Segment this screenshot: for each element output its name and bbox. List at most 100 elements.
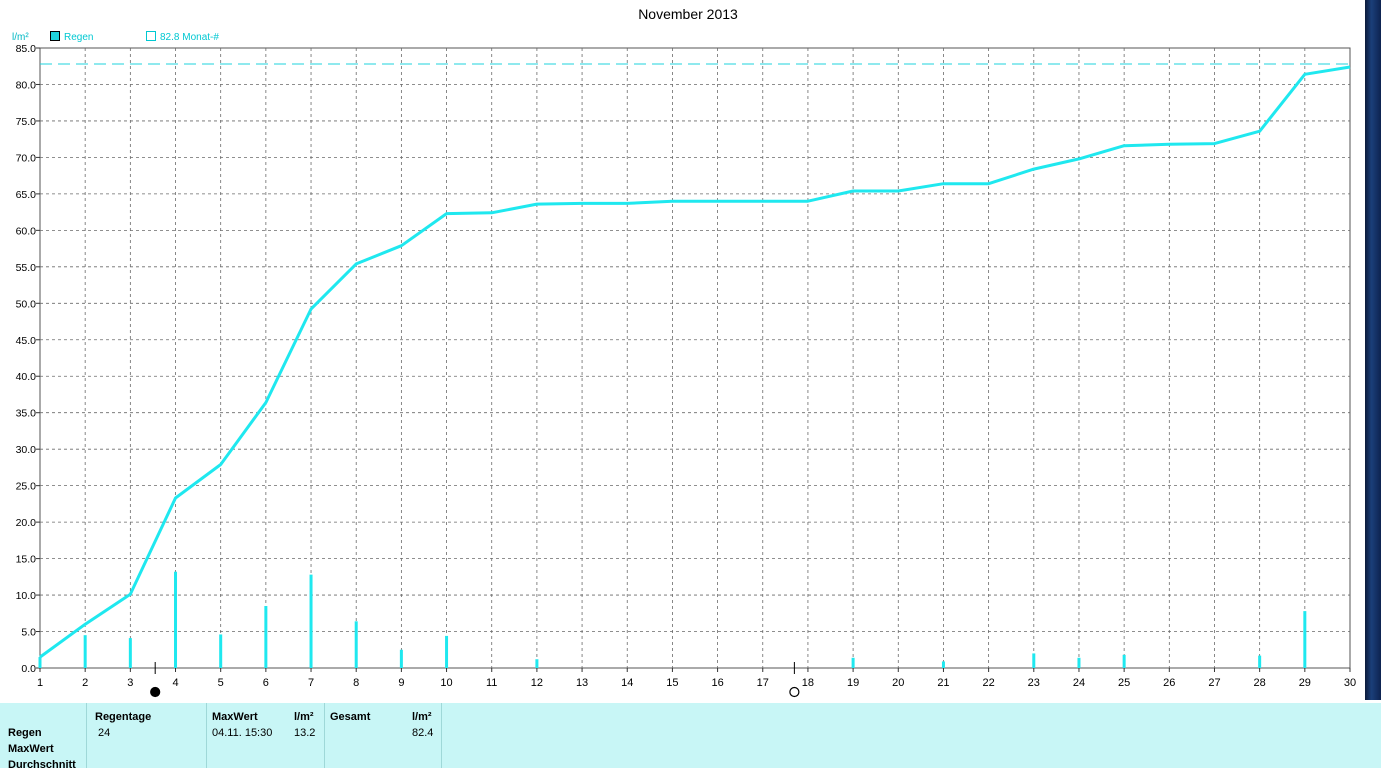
cumulative-line-layer xyxy=(39,65,1351,659)
daily-rain-bar xyxy=(128,638,132,668)
y-tick-label: 80.0 xyxy=(16,79,37,91)
x-tick-label: 16 xyxy=(711,677,723,689)
x-tick-label: 4 xyxy=(172,677,178,689)
y-tick-label: 10.0 xyxy=(16,590,37,602)
x-tick-label: 26 xyxy=(1163,677,1175,689)
daily-rain-bar xyxy=(399,649,403,668)
y-tick-label: 35.0 xyxy=(16,408,37,420)
full-moon-icon xyxy=(789,686,800,698)
stats-col-regentage: Regentage 24 xyxy=(86,703,207,768)
maxwert-header: MaxWert xyxy=(212,711,258,723)
x-tick-label: 19 xyxy=(847,677,859,689)
daily-rain-bar xyxy=(1077,657,1081,668)
x-tick-label: 12 xyxy=(531,677,543,689)
daily-rain-bar xyxy=(309,574,313,668)
stats-row-label-durchschnitt: Durchschnitt xyxy=(8,759,76,771)
daily-rain-bar xyxy=(1258,655,1262,668)
y-tick-label: 60.0 xyxy=(16,225,37,237)
x-tick-label: 10 xyxy=(440,677,452,689)
x-tick-label: 11 xyxy=(486,677,497,689)
daily-rain-bar xyxy=(174,571,178,668)
rainfall-chart: l/m² 0.0 5.0 10.0 15.0 20.0 25.0 30.0 35.0 40.0 4… xyxy=(12,32,1357,698)
x-tick-label: 6 xyxy=(263,677,269,689)
x-tick-label: 15 xyxy=(666,677,678,689)
x-tick-label: 14 xyxy=(621,677,633,689)
y-tick-label: 30.0 xyxy=(16,444,37,456)
gesamt-header: Gesamt xyxy=(330,711,371,723)
daily-rain-bar xyxy=(1303,611,1307,668)
regentage-header: Regentage xyxy=(95,711,152,723)
window-edge xyxy=(1365,0,1381,700)
x-tick-label: 30 xyxy=(1344,677,1356,689)
x-tick-label: 28 xyxy=(1254,677,1266,689)
legend-item-regen: Regen xyxy=(50,31,93,43)
maxwert-value: 13.2 xyxy=(294,727,316,739)
x-tick-label: 1 xyxy=(37,677,43,689)
daily-bars-layer xyxy=(38,571,1307,668)
regentage-value: 24 xyxy=(98,727,111,739)
y-tick-label: 55.0 xyxy=(16,262,37,274)
maxwert-unit: l/m² xyxy=(294,711,314,723)
y-tick-label: 40.0 xyxy=(16,371,37,383)
daily-rain-bar xyxy=(851,657,855,668)
stats-col-gesamt: Gesamt l/m² 82.4 xyxy=(325,703,442,768)
y-tick-label: 45.0 xyxy=(16,335,37,347)
chart-title: November 2013 xyxy=(638,6,738,22)
daily-rain-bar xyxy=(354,621,358,668)
y-tick-label: 5.0 xyxy=(21,627,36,639)
stats-panel: Regen MaxWert Durchschnitt Regentage 24 … xyxy=(0,703,1381,771)
y-tick-label: 50.0 xyxy=(16,298,37,310)
y-tick-label: 65.0 xyxy=(16,189,37,201)
grid-layer xyxy=(36,47,1351,672)
daily-rain-bar xyxy=(535,659,539,668)
daily-rain-bar xyxy=(83,635,87,668)
x-tick-label: 3 xyxy=(127,677,133,689)
x-tick-label: 18 xyxy=(802,677,814,689)
gesamt-value: 82.4 xyxy=(412,727,434,739)
daily-rain-bar xyxy=(1122,654,1126,668)
legend-swatch-regen xyxy=(50,31,60,41)
legend-label-monthly-average: 82.8 Monat-# xyxy=(160,32,219,43)
y-tick-label: 0.0 xyxy=(21,663,36,675)
stats-row-label-maxwert: MaxWert xyxy=(8,743,54,755)
new-moon-icon xyxy=(150,686,161,698)
x-tick-label: 7 xyxy=(308,677,314,689)
y-tick-label: 85.0 xyxy=(16,43,37,55)
stats-row-label-regen: Regen xyxy=(8,727,42,739)
x-tick-label: 9 xyxy=(398,677,404,689)
x-tick-label: 25 xyxy=(1118,677,1130,689)
legend-label-regen: Regen xyxy=(64,32,94,43)
x-tick-label: 27 xyxy=(1208,677,1220,689)
daily-rain-bar xyxy=(1032,653,1036,668)
x-tick-label: 20 xyxy=(892,677,904,689)
y-tick-label: 25.0 xyxy=(16,481,37,493)
stats-col-maxwert: MaxWert l/m² 04.11. 15:30 13.2 xyxy=(206,703,325,768)
x-tick-label: 24 xyxy=(1073,677,1085,689)
daily-rain-bar xyxy=(264,606,268,668)
maxwert-date: 04.11. 15:30 xyxy=(212,727,273,739)
y-axis-unit-label: l/m² xyxy=(12,32,29,43)
moon-markers-layer xyxy=(150,662,800,698)
x-tick-label: 21 xyxy=(937,677,949,689)
plot-frame xyxy=(39,47,1351,669)
x-tick-label: 17 xyxy=(757,677,769,689)
y-tick-label: 20.0 xyxy=(16,517,37,529)
gesamt-unit: l/m² xyxy=(412,711,432,723)
daily-rain-bar xyxy=(219,634,223,668)
tick-labels-layer: 0.0 5.0 10.0 15.0 20.0 25.0 30.0 35.0 40.0 45.0 50… xyxy=(16,43,1357,689)
cumulative-rain-line xyxy=(39,65,1351,659)
daily-rain-bar xyxy=(941,661,945,668)
daily-rain-bar xyxy=(445,635,449,668)
legend-item-monthly-average: 82.8 Monat-# xyxy=(146,31,219,43)
daily-rain-bar xyxy=(38,657,42,668)
x-tick-label: 29 xyxy=(1299,677,1311,689)
y-tick-label: 70.0 xyxy=(16,152,37,164)
x-tick-label: 22 xyxy=(982,677,994,689)
y-tick-label: 15.0 xyxy=(16,554,37,566)
x-tick-label: 2 xyxy=(82,677,88,689)
x-tick-label: 5 xyxy=(218,677,224,689)
y-tick-label: 75.0 xyxy=(16,116,37,128)
x-tick-label: 23 xyxy=(1028,677,1040,689)
x-tick-label: 13 xyxy=(576,677,588,689)
legend-swatch-monthly-average xyxy=(146,31,156,41)
